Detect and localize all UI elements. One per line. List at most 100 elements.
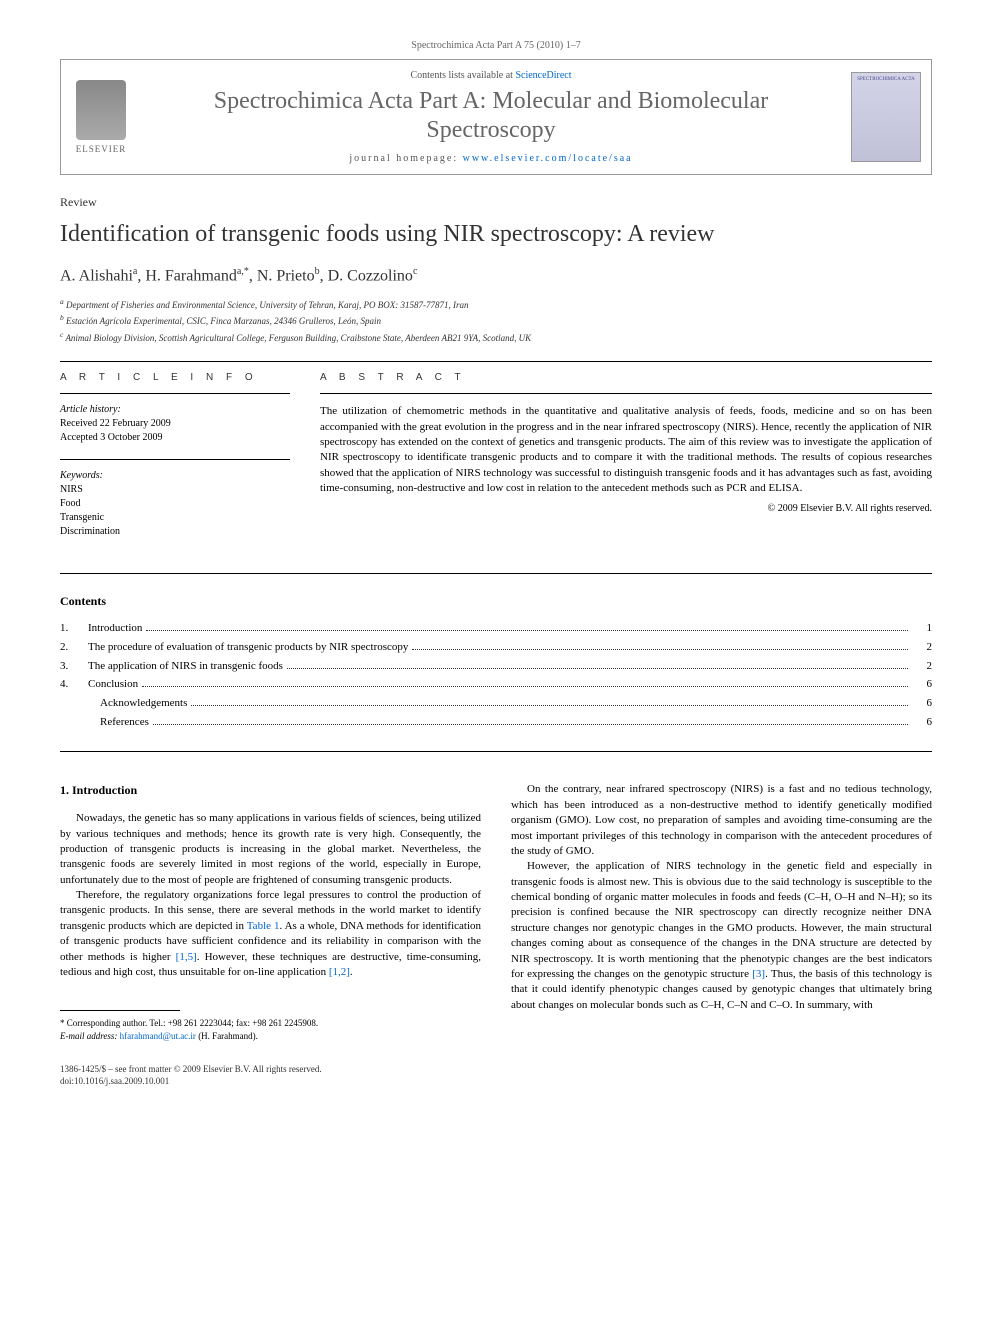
toc-label: Acknowledgements (100, 694, 187, 713)
email-link[interactable]: hfarahmand@ut.ac.ir (120, 1031, 196, 1041)
divider (60, 573, 932, 574)
article-info-heading: A R T I C L E I N F O (60, 372, 290, 383)
divider (320, 393, 932, 394)
toc-page: 6 (912, 694, 932, 713)
contents-prefix: Contents lists available at (410, 70, 515, 81)
body-columns: 1. Introduction Nowadays, the genetic ha… (60, 782, 932, 1087)
right-column: On the contrary, near infrared spectrosc… (511, 782, 932, 1087)
toc-dots (142, 686, 908, 687)
keyword: Food (60, 497, 290, 511)
toc-row: 1. Introduction 1 (60, 619, 932, 638)
toc-page: 2 (912, 638, 932, 657)
body-paragraph: However, the application of NIRS technol… (511, 859, 932, 1013)
keywords-label: Keywords: (60, 470, 290, 481)
author-3: N. Prieto (257, 268, 315, 285)
running-head: Spectrochimica Acta Part A 75 (2010) 1–7 (60, 40, 932, 51)
footer-info: 1386-1425/$ – see front matter © 2009 El… (60, 1063, 481, 1088)
sep: , (320, 268, 328, 285)
article-title: Identification of transgenic foods using… (60, 220, 932, 249)
authors-line: A. Alishahia, H. Farahmanda,*, N. Prieto… (60, 266, 932, 285)
divider (60, 393, 290, 394)
journal-name: Spectrochimica Acta Part A: Molecular an… (151, 87, 831, 145)
elsevier-label: ELSEVIER (76, 144, 127, 154)
toc-label: Conclusion (88, 675, 138, 694)
toc-page: 6 (912, 675, 932, 694)
ref-link[interactable]: [1,2] (329, 966, 350, 978)
keyword: NIRS (60, 483, 290, 497)
sciencedirect-link[interactable]: ScienceDirect (515, 70, 571, 81)
corresponding-author-footnote: * Corresponding author. Tel.: +98 261 22… (60, 1017, 481, 1042)
toc-row: Acknowledgements 6 (60, 694, 932, 713)
received-date: Received 22 February 2009 (60, 417, 290, 431)
cover-label: SPECTROCHIMICA ACTA (857, 77, 915, 83)
toc-page: 2 (912, 657, 932, 676)
toc-label: The application of NIRS in transgenic fo… (88, 657, 283, 676)
toc-dots (153, 724, 908, 725)
toc-label: The procedure of evaluation of transgeni… (88, 638, 408, 657)
toc-num: 3. (60, 657, 88, 676)
elsevier-tree-icon (76, 80, 126, 140)
accepted-date: Accepted 3 October 2009 (60, 431, 290, 445)
toc-page: 1 (912, 619, 932, 638)
abstract-heading: A B S T R A C T (320, 372, 932, 383)
author-4-sup: c (413, 266, 417, 277)
email-label: E-mail address: (60, 1031, 117, 1041)
footer-line-1: 1386-1425/$ – see front matter © 2009 El… (60, 1063, 481, 1076)
keyword: Discrimination (60, 525, 290, 539)
affiliation-b: b Estación Agrícola Experimental, CSIC, … (60, 312, 932, 329)
keyword: Transgenic (60, 511, 290, 525)
toc-row: 4. Conclusion 6 (60, 675, 932, 694)
table-of-contents: 1. Introduction 1 2. The procedure of ev… (60, 619, 932, 731)
affiliation-c: c Animal Biology Division, Scottish Agri… (60, 329, 932, 346)
divider (60, 751, 932, 752)
article-info: A R T I C L E I N F O Article history: R… (60, 372, 290, 553)
section-1-heading: 1. Introduction (60, 782, 481, 799)
body-paragraph: Nowadays, the genetic has so many applic… (60, 811, 481, 888)
footnote-divider (60, 1010, 180, 1011)
toc-row: 2. The procedure of evaluation of transg… (60, 638, 932, 657)
affiliations: a Department of Fisheries and Environmen… (60, 296, 932, 346)
elsevier-logo: ELSEVIER (61, 67, 141, 167)
journal-cover-thumbnail: SPECTROCHIMICA ACTA (851, 72, 921, 162)
abstract-text: The utilization of chemometric methods i… (320, 404, 932, 496)
toc-dots (146, 630, 908, 631)
toc-num: 1. (60, 619, 88, 638)
homepage-link[interactable]: www.elsevier.com/locate/saa (463, 153, 633, 164)
contents-heading: Contents (60, 594, 932, 609)
author-4: D. Cozzolino (328, 268, 413, 285)
table-1-link[interactable]: Table 1 (247, 920, 280, 932)
sep: , (249, 268, 257, 285)
email-suffix: (H. Farahmand). (198, 1031, 258, 1041)
homepage-prefix: journal homepage: (349, 153, 462, 164)
author-2-sup: a,* (237, 266, 249, 277)
body-paragraph: On the contrary, near infrared spectrosc… (511, 782, 932, 859)
ref-link[interactable]: [3] (752, 968, 765, 980)
journal-center: Contents lists available at ScienceDirec… (141, 60, 841, 174)
info-abstract-row: A R T I C L E I N F O Article history: R… (60, 372, 932, 553)
ref-link[interactable]: [1,5] (176, 951, 197, 963)
article-history: Article history: Received 22 February 20… (60, 404, 290, 445)
toc-dots (191, 705, 908, 706)
abstract-column: A B S T R A C T The utilization of chemo… (320, 372, 932, 553)
toc-row: 3. The application of NIRS in transgenic… (60, 657, 932, 676)
author-2: H. Farahmand (145, 268, 237, 285)
toc-label: References (100, 713, 149, 732)
author-1: A. Alishahi (60, 268, 133, 285)
corr-author-line: * Corresponding author. Tel.: +98 261 22… (60, 1017, 481, 1030)
affiliation-a: a Department of Fisheries and Environmen… (60, 296, 932, 313)
article-type: Review (60, 195, 932, 210)
footer-line-2: doi:10.1016/j.saa.2009.10.001 (60, 1075, 481, 1088)
toc-num: 4. (60, 675, 88, 694)
divider (60, 459, 290, 460)
homepage-line: journal homepage: www.elsevier.com/locat… (151, 153, 831, 164)
contents-available-line: Contents lists available at ScienceDirec… (151, 70, 831, 81)
email-line: E-mail address: hfarahmand@ut.ac.ir (H. … (60, 1030, 481, 1043)
body-paragraph: Therefore, the regulatory organizations … (60, 888, 481, 980)
toc-page: 6 (912, 713, 932, 732)
keywords-block: Keywords: NIRS Food Transgenic Discrimin… (60, 470, 290, 539)
contents-section: Contents 1. Introduction 1 2. The proced… (60, 594, 932, 731)
journal-header-box: ELSEVIER Contents lists available at Sci… (60, 59, 932, 175)
history-label: Article history: (60, 404, 290, 415)
toc-num: 2. (60, 638, 88, 657)
toc-label: Introduction (88, 619, 142, 638)
